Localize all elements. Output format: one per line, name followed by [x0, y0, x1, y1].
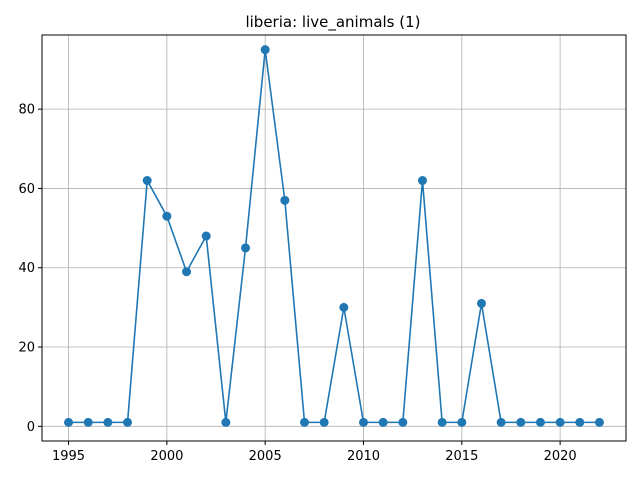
data-point	[339, 302, 349, 312]
y-tick-label: 20	[18, 341, 35, 356]
data-point	[142, 176, 152, 186]
data-point	[437, 417, 447, 427]
axes-frame	[41, 34, 627, 442]
x-tick-label: 2015	[445, 449, 478, 464]
data-point	[182, 267, 192, 277]
data-point	[123, 417, 133, 427]
chart-title: liberia: live_animals (1)	[245, 13, 420, 32]
data-point	[83, 417, 93, 427]
data-point	[496, 417, 506, 427]
data-point	[162, 211, 172, 221]
data-point	[457, 417, 467, 427]
y-axis-ticks: 0 20 40 60 80	[18, 103, 42, 435]
data-point	[555, 417, 565, 427]
data-point	[103, 417, 113, 427]
data-point	[260, 45, 270, 55]
data-point	[476, 298, 486, 308]
x-tick-label: 2020	[544, 449, 577, 464]
y-tick-label: 80	[18, 103, 35, 118]
data-point	[358, 417, 368, 427]
x-tick-label: 2000	[150, 449, 183, 464]
data-point	[535, 417, 545, 427]
y-tick-label: 0	[27, 420, 35, 435]
y-tick-label: 40	[18, 261, 35, 276]
data-point	[221, 417, 231, 427]
data-point	[378, 417, 388, 427]
data-point	[516, 417, 526, 427]
series-line	[68, 48, 600, 424]
data-point	[575, 417, 585, 427]
data-point	[398, 417, 408, 427]
data-point	[417, 176, 427, 186]
y-tick-label: 60	[18, 182, 35, 197]
x-tick-label: 2010	[347, 449, 380, 464]
x-axis-ticks: 1995 2000 2005 2010 2015 2020	[52, 441, 577, 464]
data-point	[201, 231, 211, 241]
points	[64, 45, 604, 427]
data-point	[64, 417, 74, 427]
data-point	[594, 417, 604, 427]
data-point	[300, 417, 310, 427]
x-tick-label: 1995	[52, 449, 85, 464]
x-tick-label: 2005	[249, 449, 282, 464]
data-point	[241, 243, 251, 253]
grid	[42, 35, 626, 441]
data-point	[319, 417, 329, 427]
data-point	[280, 195, 290, 205]
line-layer	[68, 48, 600, 424]
